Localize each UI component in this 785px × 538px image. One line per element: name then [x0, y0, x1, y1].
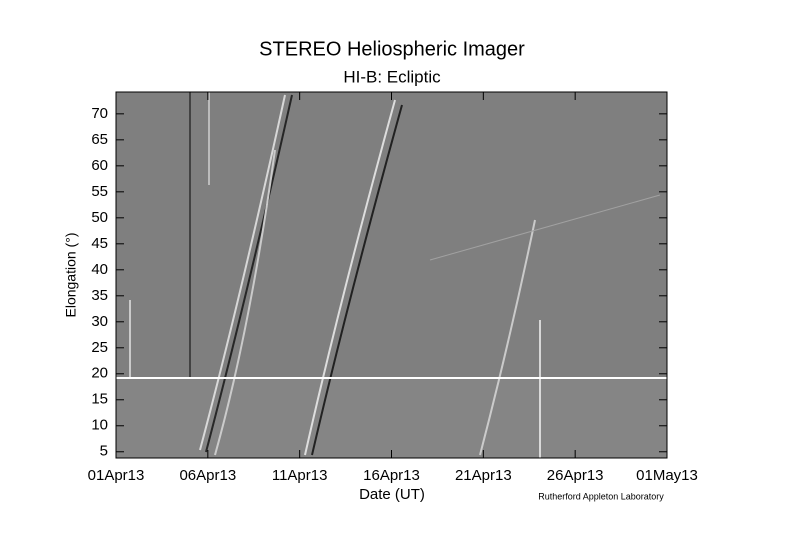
y-tick-label: 35	[91, 287, 108, 304]
y-tick-label: 55	[91, 183, 108, 200]
streak	[304, 99, 396, 456]
y-tick-label: 40	[91, 261, 108, 278]
y-tick-label: 25	[91, 339, 108, 356]
y-tick-label: 45	[91, 235, 108, 252]
streaks	[129, 92, 661, 458]
y-axis-label: Elongation (°)	[63, 233, 79, 318]
streak	[199, 94, 286, 451]
y-tick-label: 70	[91, 105, 108, 122]
credit: Rutherford Appleton Laboratory	[538, 491, 664, 501]
y-tick-label: 65	[91, 131, 108, 148]
y-tick-label: 10	[91, 417, 108, 434]
streak	[205, 94, 293, 453]
x-tick-label: 01Apr13	[88, 467, 145, 484]
image-lower-band	[116, 378, 667, 458]
x-tick-label: 26Apr13	[547, 467, 604, 484]
x-tick-label: 16Apr13	[363, 467, 420, 484]
y-tick-label: 30	[91, 313, 108, 330]
chart-subtitle: HI-B: Ecliptic	[343, 67, 441, 86]
image	[116, 92, 667, 458]
streak	[479, 219, 536, 456]
y-tick-label: 15	[91, 391, 108, 408]
streak	[429, 194, 661, 261]
x-tick-label: 01May13	[636, 467, 698, 484]
x-tick-label: 21Apr13	[455, 467, 512, 484]
y-tick-label: 60	[91, 157, 108, 174]
y-tick-label: 5	[100, 443, 108, 460]
chart-title: STEREO Heliospheric Imager	[259, 38, 525, 60]
y-tick-label: 50	[91, 209, 108, 226]
y-tick-label: 20	[91, 365, 108, 382]
x-tick-label: 11Apr13	[272, 467, 328, 484]
streak	[311, 104, 403, 456]
streak	[214, 149, 276, 456]
x-tick-label: 06Apr13	[179, 467, 236, 484]
x-axis-label: Date (UT)	[359, 486, 425, 503]
